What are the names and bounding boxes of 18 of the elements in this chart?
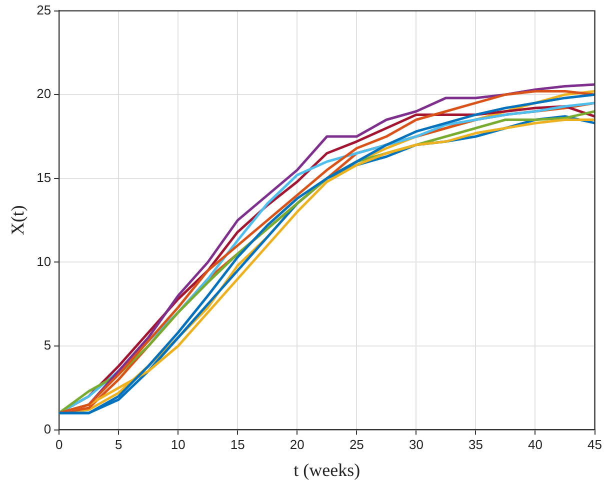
x-tick-label: 45 [588,437,602,452]
y-axis-title: X(t) [8,205,28,236]
x-axis-title: t (weeks) [294,460,360,480]
x-tick-label: 35 [468,437,483,452]
y-tick-label: 10 [36,254,52,269]
x-tick-label: 15 [230,437,245,452]
x-tick-label: 30 [408,437,424,452]
y-tick-label: 5 [44,338,52,353]
x-tick-label: 25 [349,437,364,452]
x-tick-label: 5 [114,437,122,452]
y-tick-label: 0 [44,421,52,436]
x-tick-label: 20 [290,437,304,452]
x-tick-label: 40 [528,437,542,452]
y-tick-label: 15 [36,170,52,185]
y-tick-label: 25 [36,2,52,18]
x-tick-label: 10 [170,437,186,452]
x-tick-label: 0 [55,437,63,452]
y-tick-label: 20 [36,86,52,102]
